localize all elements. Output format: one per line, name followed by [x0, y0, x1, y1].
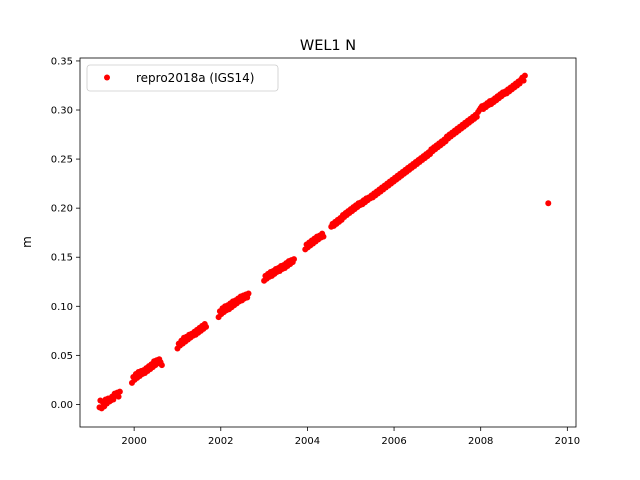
x-tick-label: 2008 [468, 436, 493, 447]
y-tick-label: 0.15 [51, 253, 73, 264]
y-axis-label: m [20, 236, 34, 248]
data-point [545, 200, 552, 207]
y-tick-label: 0.35 [51, 56, 73, 67]
legend-box [86, 64, 279, 92]
y-axis-ticks: 0.00 0.05 0.10 0.15 0.20 0.25 0.30 0.35 [51, 56, 80, 411]
y-tick-label: 0.00 [51, 400, 73, 411]
data-point [245, 290, 252, 297]
plot-frame [79, 57, 577, 428]
legend: repro2018a (IGS14) [86, 64, 279, 92]
data-point [203, 323, 210, 330]
x-tick-label: 2006 [381, 436, 406, 447]
x-tick-label: 2000 [121, 436, 146, 447]
x-tick-label: 2002 [208, 436, 233, 447]
y-tick-label: 0.20 [51, 204, 73, 215]
data-point [290, 256, 297, 263]
legend-entry-label: repro2018a (IGS14) [136, 71, 254, 85]
y-tick-label: 0.10 [51, 302, 73, 313]
legend-marker [104, 74, 110, 81]
data-point [158, 362, 165, 369]
data-point [320, 233, 327, 240]
data-point [521, 72, 528, 79]
chart-title: WEL1 N [300, 38, 356, 54]
y-tick-label: 0.30 [51, 106, 73, 117]
x-axis-ticks: 2000 2002 2004 2006 2008 2010 [121, 427, 580, 447]
y-tick-label: 0.05 [51, 351, 73, 362]
data-point [116, 388, 123, 395]
x-tick-label: 2004 [295, 436, 320, 447]
data-point [115, 393, 122, 400]
data-points [96, 72, 552, 412]
data-point [520, 77, 527, 84]
y-tick-label: 0.25 [51, 155, 73, 166]
data-point [473, 113, 480, 120]
x-tick-label: 2010 [555, 436, 580, 447]
